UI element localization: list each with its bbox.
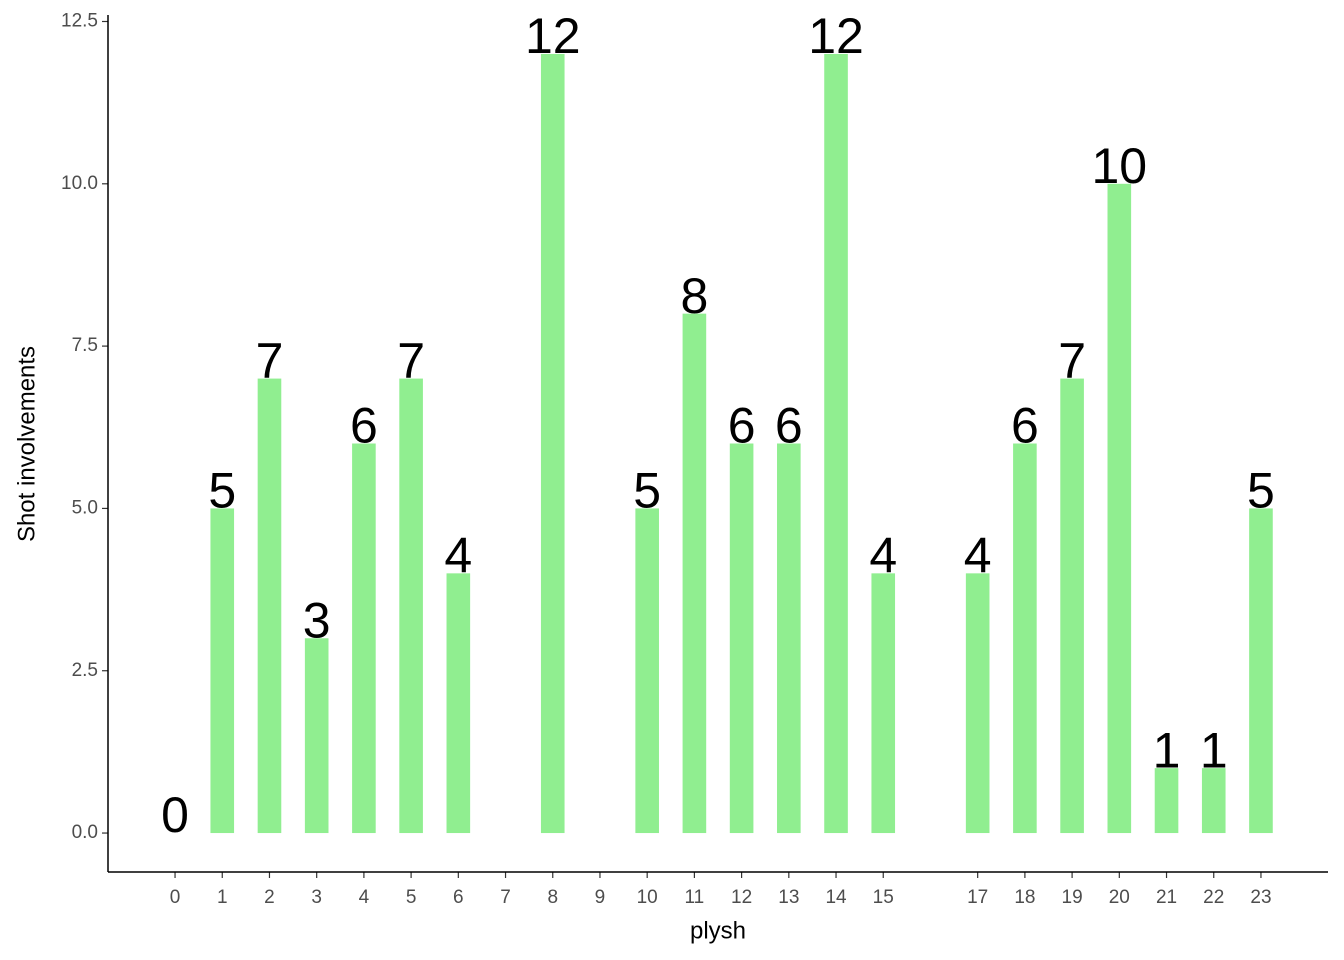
bar — [729, 443, 754, 834]
bar — [540, 53, 565, 834]
bar — [965, 573, 990, 834]
bar — [1060, 378, 1084, 834]
value-label: 6 — [350, 398, 378, 454]
x-tick-label: 21 — [1156, 887, 1177, 908]
value-label: 12 — [525, 8, 581, 64]
x-tick-label: 20 — [1109, 887, 1130, 908]
value-label: 3 — [303, 592, 331, 648]
value-label: 6 — [728, 398, 756, 454]
x-tick-label: 10 — [637, 887, 658, 908]
x-tick-label: 11 — [685, 887, 705, 908]
x-tick-label: 3 — [311, 887, 322, 908]
bar — [682, 313, 707, 834]
bar — [1013, 443, 1037, 834]
x-tick-label: 18 — [1014, 887, 1035, 908]
bar — [1201, 768, 1226, 834]
bar — [352, 443, 376, 834]
x-tick-label: 9 — [595, 887, 606, 908]
value-label: 1 — [1200, 722, 1228, 778]
value-label: 7 — [256, 333, 284, 389]
bar — [871, 573, 896, 834]
value-label: 6 — [1011, 398, 1039, 454]
x-tick-label: 1 — [217, 887, 228, 908]
bar — [824, 53, 848, 834]
value-label: 7 — [397, 333, 425, 389]
y-tick-label: 5.0 — [72, 497, 98, 518]
x-tick-label: 2 — [264, 887, 275, 908]
x-tick-label: 15 — [873, 887, 894, 908]
bar — [257, 378, 282, 834]
x-tick-label: 22 — [1203, 887, 1224, 908]
value-label: 4 — [964, 528, 992, 584]
x-tick-label: 14 — [825, 887, 847, 908]
x-tick-label: 23 — [1250, 887, 1271, 908]
value-label: 8 — [680, 268, 708, 324]
x-tick-label: 6 — [453, 887, 464, 908]
bar — [210, 508, 235, 834]
x-tick-label: 12 — [731, 887, 752, 908]
x-tick-label: 7 — [500, 887, 511, 908]
x-tick-label: 0 — [170, 887, 181, 908]
value-label: 5 — [1247, 463, 1275, 519]
bar — [446, 573, 471, 834]
bar — [1154, 768, 1179, 834]
y-tick-label: 12.5 — [61, 11, 98, 32]
y-tick-label: 10.0 — [61, 173, 98, 194]
x-tick-label: 17 — [967, 887, 988, 908]
value-label: 5 — [633, 463, 661, 519]
value-label: 1 — [1153, 722, 1181, 778]
value-label: 7 — [1058, 333, 1086, 389]
value-label: 4 — [869, 528, 897, 584]
value-label: 12 — [808, 8, 864, 64]
x-tick-label: 8 — [547, 887, 558, 908]
x-tick-label: 4 — [359, 887, 370, 908]
value-label: 4 — [444, 528, 472, 584]
value-label: 6 — [775, 398, 803, 454]
y-axis-title: Shot involvements — [13, 346, 40, 542]
bar — [1107, 183, 1132, 834]
y-tick-label: 0.0 — [72, 822, 98, 843]
bar — [635, 508, 659, 834]
x-axis-title: plysh — [690, 917, 746, 944]
value-label: 5 — [208, 463, 236, 519]
x-tick-label: 19 — [1062, 887, 1083, 908]
x-tick-label: 13 — [778, 887, 799, 908]
x-tick-label: 5 — [406, 887, 417, 908]
bar — [304, 638, 329, 834]
y-tick-label: 2.5 — [72, 660, 98, 681]
y-tick-label: 7.5 — [72, 335, 98, 356]
bar — [1249, 508, 1273, 834]
bar — [399, 378, 423, 834]
value-label: 10 — [1092, 138, 1148, 194]
bar — [777, 443, 801, 834]
value-label: 0 — [161, 787, 189, 843]
